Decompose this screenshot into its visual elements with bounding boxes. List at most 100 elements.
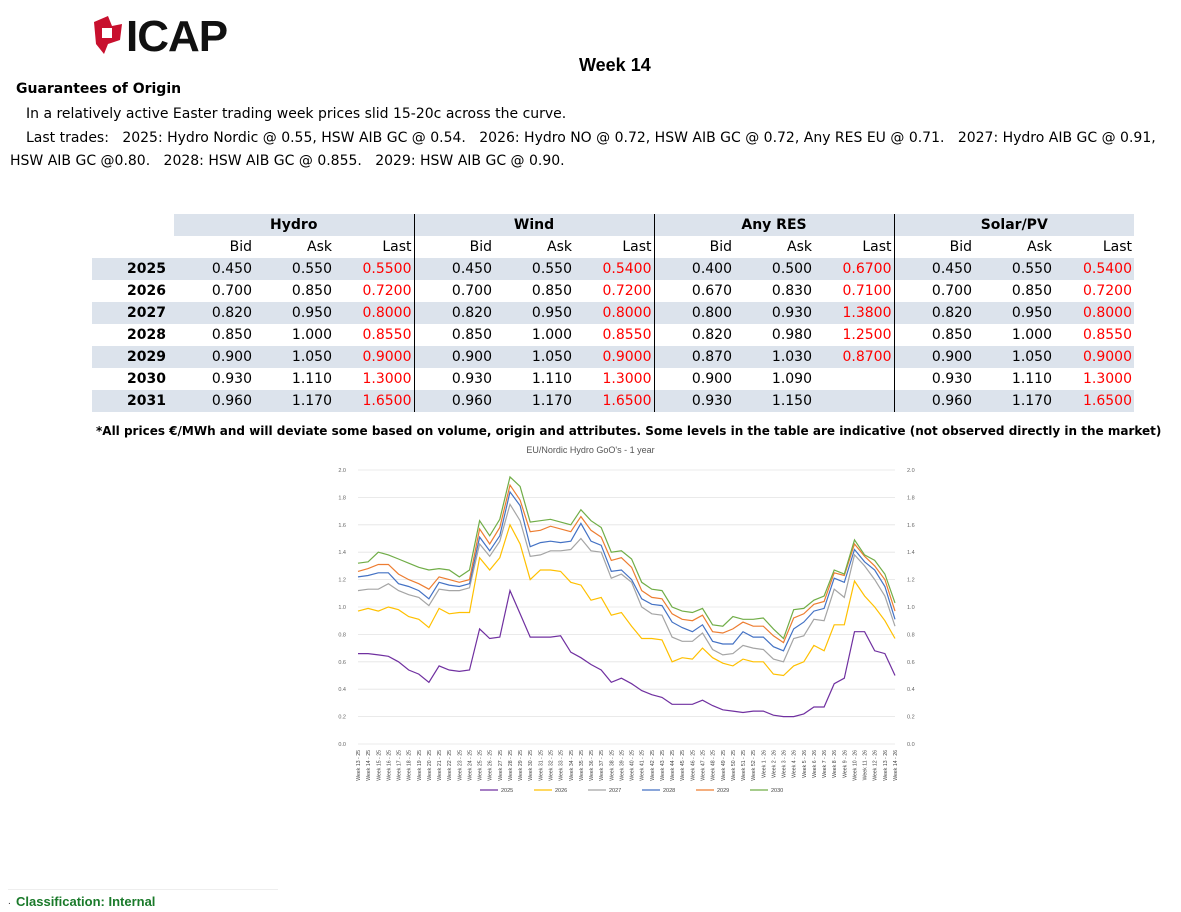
bid-cell: 0.820	[894, 302, 974, 324]
table-row: 2030 0.930 1.110 1.3000 0.930 1.110 1.3000 0.90…	[92, 368, 1134, 390]
group-header: Any RES	[654, 214, 895, 236]
last-cell: 0.5400	[1054, 258, 1134, 280]
column-header: Bid	[654, 236, 734, 258]
x-tick-label: Week 45 - 25	[680, 750, 686, 781]
ask-cell: 0.550	[974, 258, 1054, 280]
column-header: Last	[814, 236, 895, 258]
ask-cell: 0.930	[734, 302, 814, 324]
x-tick-label: Week 43 - 25	[660, 750, 666, 781]
classification-label: Classification: Internal	[16, 894, 156, 909]
bid-cell: 0.700	[211, 283, 252, 299]
x-tick-label: Week 52 - 25	[751, 750, 757, 781]
row-year: 2025	[92, 258, 174, 280]
y-tick-right: 1.8	[907, 495, 915, 501]
table-row: 2025 0.450 0.550 0.5500 0.450 0.550 0.5400 0.40…	[92, 258, 1134, 280]
bid-cell: 0.820	[691, 327, 732, 343]
price-footnote: *All prices €/MWh and will deviate some …	[96, 424, 1162, 438]
x-tick-label: Week 20 - 25	[427, 750, 433, 781]
group-header: Wind	[414, 214, 655, 236]
ask-cell: 1.170	[494, 390, 574, 412]
y-tick-right: 2.0	[907, 468, 915, 474]
ask-cell: 1.050	[494, 346, 574, 368]
bid-cell: 0.400	[654, 258, 734, 280]
icap-logo: ICAP	[88, 10, 278, 66]
last-cell: 0.7100	[814, 280, 895, 302]
footer-divider	[8, 889, 278, 890]
x-tick-label: Week 16 - 25	[386, 750, 392, 781]
ask-cell: 1.110	[291, 371, 332, 387]
bid-cell: 0.450	[414, 258, 494, 280]
ask-cell: 1.000	[531, 327, 572, 343]
x-tick-label: Week 12 - 26	[873, 750, 879, 781]
price-history-chart: 0.0 0.0 0.2 0.2 0.4 0.4 0.6 0.6 0.8 0.8 1.0 1.0 1.2 1…	[338, 468, 915, 794]
group-header: Hydro	[174, 214, 415, 236]
column-header: Last	[334, 236, 415, 258]
column-header: Ask	[254, 236, 334, 258]
x-tick-label: Week 4 - 26	[792, 750, 798, 778]
x-tick-label: Week 31 - 25	[538, 750, 544, 781]
last-cell: 0.6700	[814, 258, 895, 280]
bid-cell: 0.900	[691, 371, 732, 387]
last-cell: 0.8700	[814, 346, 895, 368]
x-tick-label: Week 33 - 25	[559, 750, 565, 781]
x-tick-label: Week 35 - 25	[579, 750, 585, 781]
legend-entry: 2030	[771, 788, 783, 794]
bid-cell: 0.930	[931, 371, 972, 387]
trades-label: Last trades:	[26, 130, 109, 146]
y-tick-left: 1.2	[338, 578, 346, 584]
last-cell: 0.8000	[1054, 302, 1134, 324]
last-cell: 1.3000	[334, 368, 415, 390]
last-cell: 0.8550	[574, 324, 655, 346]
bid-cell: 0.930	[654, 390, 734, 412]
trade-2028: 2028: HSW AIB GC @ 0.855.	[163, 153, 362, 169]
bid-cell: 0.820	[414, 302, 494, 324]
y-tick-left: 0.4	[338, 687, 346, 693]
ask-cell: 1.170	[254, 390, 334, 412]
column-header: Ask	[734, 236, 814, 258]
bid-cell: 0.850	[451, 327, 492, 343]
ask-cell: 1.110	[1011, 371, 1052, 387]
x-tick-label: Week 23 - 25	[457, 750, 463, 781]
last-cell: 0.8550	[1083, 327, 1132, 343]
last-cell: 0.7200	[334, 280, 415, 302]
x-tick-label: Week 42 - 25	[650, 750, 656, 781]
last-trades: Last trades: 2025: Hydro Nordic @ 0.55, …	[10, 127, 1175, 173]
legend-entry: 2027	[609, 788, 621, 794]
x-tick-label: Week 25 - 25	[478, 750, 484, 781]
y-tick-right: 1.4	[907, 550, 915, 556]
ask-cell: 1.150	[734, 390, 814, 412]
bid-cell: 0.800	[654, 302, 734, 324]
last-cell: 1.6500	[1054, 390, 1134, 412]
last-cell	[814, 390, 895, 412]
x-tick-label: Week 22 - 25	[447, 750, 453, 781]
bid-cell: 0.870	[654, 346, 734, 368]
legend-entry: 2026	[555, 788, 567, 794]
y-tick-left: 1.0	[338, 605, 346, 611]
x-tick-label: Week 36 - 25	[589, 750, 595, 781]
x-tick-label: Week 41 - 25	[640, 750, 646, 781]
last-cell: 1.2500	[814, 324, 895, 346]
x-tick-label: Week 26 - 25	[488, 750, 494, 781]
logo-text: ICAP	[126, 12, 228, 61]
y-tick-left: 0.2	[338, 715, 346, 721]
ask-cell: 0.950	[254, 302, 334, 324]
last-cell: 1.6500	[574, 390, 655, 412]
row-year: 2029	[92, 346, 174, 368]
x-tick-label: Week 18 - 25	[407, 750, 413, 781]
table-row: 2031 0.960 1.170 1.6500 0.960 1.170 1.6500 0.93…	[92, 390, 1134, 412]
bid-cell: 0.930	[211, 371, 252, 387]
x-tick-label: Week 14 - 25	[366, 750, 372, 781]
row-year: 2030	[127, 371, 166, 387]
row-year: 2028	[127, 327, 166, 343]
last-cell: 0.9000	[334, 346, 415, 368]
last-cell: 0.5500	[334, 258, 415, 280]
last-cell: 0.9000	[1054, 346, 1134, 368]
bid-cell: 0.820	[174, 302, 254, 324]
ask-cell: 0.550	[254, 258, 334, 280]
ask-cell: 0.950	[974, 302, 1054, 324]
row-year: 2031	[92, 390, 174, 412]
x-tick-label: Week 27 - 25	[498, 750, 504, 781]
bid-cell: 0.850	[931, 327, 972, 343]
x-tick-label: Week 9 - 26	[842, 750, 848, 778]
x-tick-label: Week 13 - 25	[356, 750, 362, 781]
